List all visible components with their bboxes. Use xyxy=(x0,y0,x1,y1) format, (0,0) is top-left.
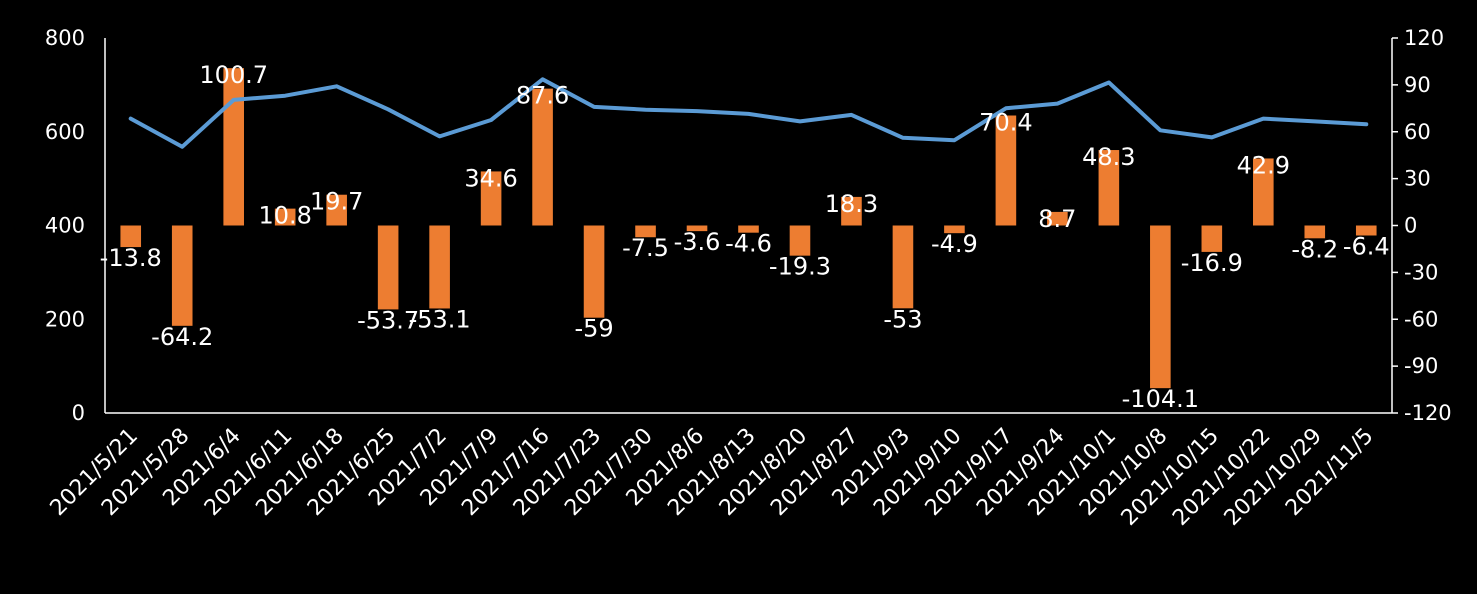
bar-data-label: -13.8 xyxy=(100,244,162,272)
bar xyxy=(274,208,296,226)
bar-data-label: -53 xyxy=(883,305,922,333)
bar xyxy=(995,115,1017,226)
bar xyxy=(223,68,244,226)
bar-data-label: 42.9 xyxy=(1237,151,1290,179)
bar-data-label: -59 xyxy=(574,315,613,343)
bar-data-label: -8.2 xyxy=(1291,235,1338,263)
line-series xyxy=(128,77,1369,149)
bar xyxy=(686,225,708,232)
line-series-path xyxy=(128,77,1369,149)
y-left-tick-label: 0 xyxy=(72,401,85,425)
bar xyxy=(480,171,502,226)
bar-data-label: -4.6 xyxy=(725,230,772,258)
y-right-tick-label: 60 xyxy=(1404,120,1431,144)
bar xyxy=(1201,225,1223,252)
y-right-tick-label: -90 xyxy=(1404,354,1438,378)
bar xyxy=(1304,225,1326,239)
bar-data-label: -4.9 xyxy=(931,230,978,258)
bar-data-label: 48.3 xyxy=(1082,143,1135,171)
y-right-tick-label: -60 xyxy=(1404,307,1438,331)
data-labels: -13.8 -64.2 100.7 10.819.7 -53.7-53.1 34.6 87.… xyxy=(100,61,1390,413)
bar xyxy=(944,225,965,234)
bar xyxy=(171,225,193,326)
bar xyxy=(120,225,142,248)
bar-data-label: 18.3 xyxy=(825,190,878,218)
bar xyxy=(429,225,450,309)
y-left-tick-label: 200 xyxy=(45,307,85,331)
bar-data-label: 34.6 xyxy=(464,164,517,192)
bar xyxy=(326,194,347,226)
bar xyxy=(1150,225,1171,389)
bar xyxy=(635,225,656,238)
bar xyxy=(789,225,811,256)
bar-data-label: -7.5 xyxy=(622,234,669,262)
bar-data-label: -19.3 xyxy=(769,253,831,281)
bar-data-label: -3.6 xyxy=(674,228,721,256)
y-right-tick-label: 90 xyxy=(1404,73,1431,97)
y-right-tick-label: -120 xyxy=(1404,401,1452,425)
bar-data-label: 70.4 xyxy=(979,109,1032,137)
bar xyxy=(532,88,553,226)
bar-data-label: 87.6 xyxy=(516,82,569,110)
bar xyxy=(1355,225,1377,236)
bar xyxy=(892,225,914,309)
bar-data-label: -16.9 xyxy=(1181,249,1243,277)
bar-data-label: 8.7 xyxy=(1038,205,1076,233)
y-right-tick-label: 30 xyxy=(1404,167,1431,191)
bar-data-label: -64.2 xyxy=(151,323,213,351)
bar xyxy=(377,225,399,310)
y-right-tick-label: -30 xyxy=(1404,260,1438,284)
bar xyxy=(841,196,862,226)
y-left-tick-label: 800 xyxy=(45,26,85,50)
bar-data-label: -6.4 xyxy=(1343,233,1390,261)
bar-data-label: 10.8 xyxy=(258,202,311,230)
bar xyxy=(1047,211,1068,226)
y-left-tick-label: 600 xyxy=(45,120,85,144)
y-right-tick-label: 120 xyxy=(1404,26,1444,50)
bar-data-label: -53.7 xyxy=(357,306,419,334)
bar-data-label: -104.1 xyxy=(1122,385,1199,413)
bar xyxy=(583,225,605,318)
bar xyxy=(1098,150,1120,226)
bar xyxy=(1253,158,1274,226)
axes: 0 200 400 600 800 -120 -90 -60 -30 0 30 60 90 120 xyxy=(45,26,1452,425)
y-right-tick-label: 0 xyxy=(1404,214,1417,238)
bar-data-label: 19.7 xyxy=(310,188,363,216)
bar-series xyxy=(120,68,1377,389)
bar-data-label: -53.1 xyxy=(409,305,471,333)
bar xyxy=(738,225,759,233)
y-left-tick-label: 400 xyxy=(45,214,85,238)
bar-data-label: 100.7 xyxy=(199,61,268,89)
